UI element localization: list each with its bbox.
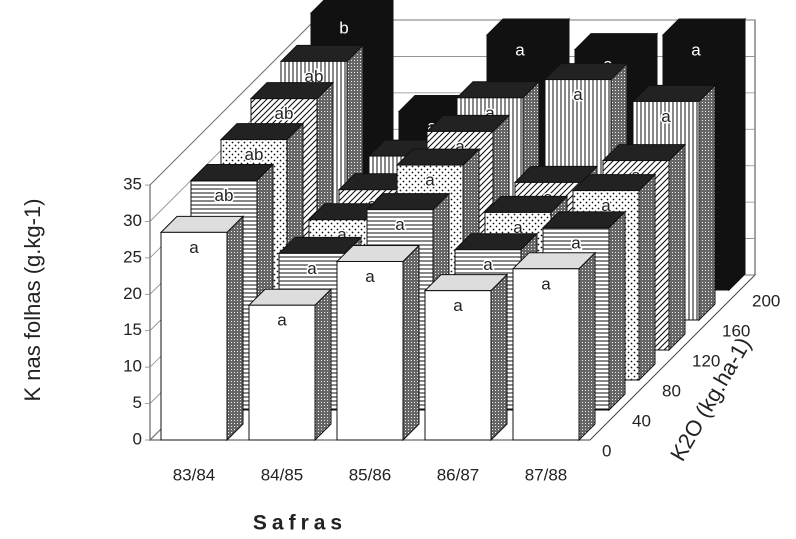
bar-side — [638, 173, 656, 382]
x-axis-title: Safras — [253, 512, 347, 535]
x-tick-label: 85/86 — [349, 465, 392, 484]
bar-side — [608, 210, 626, 412]
bar-letter: a — [601, 196, 611, 215]
x-tick-label: 83/84 — [173, 465, 216, 484]
bar-side — [226, 215, 244, 442]
bar-letter: b — [339, 19, 348, 38]
y-tick-label: 10 — [123, 357, 142, 376]
y-tick-label: 25 — [123, 247, 142, 266]
bar-side — [578, 251, 596, 442]
bar-letter: a — [515, 40, 525, 59]
bar-letter: ab — [305, 67, 324, 86]
bar — [247, 288, 333, 442]
y-tick-label: 30 — [123, 211, 142, 230]
bar-letter: a — [307, 259, 317, 278]
bar-letter: a — [189, 238, 199, 257]
y-tick-label: 0 — [133, 429, 142, 448]
x-tick-label: 86/87 — [437, 465, 480, 484]
bar-side — [314, 288, 332, 442]
bar-letter: a — [691, 40, 701, 59]
bar — [511, 251, 597, 442]
y-axis-title: K nas folhas (g.kg-1) — [20, 199, 45, 402]
bar-front — [248, 304, 316, 441]
bar-letter: a — [425, 171, 435, 190]
y-tick-label: 5 — [133, 393, 142, 412]
bar-letter: ab — [215, 186, 234, 205]
bar-front — [336, 261, 404, 441]
bar-side — [490, 273, 508, 442]
x-tick-label: 87/88 — [525, 465, 568, 484]
z-tick-label: 200 — [752, 291, 780, 310]
bar-side — [728, 17, 746, 292]
y-tick-label: 35 — [123, 174, 142, 193]
x-tick-label: 84/85 — [261, 465, 304, 484]
bar-front — [160, 231, 228, 441]
bar-letter: a — [277, 311, 287, 330]
z-tick-label: 160 — [722, 321, 750, 340]
bar-letter: ab — [275, 104, 294, 123]
bar — [159, 215, 245, 442]
z-tick-label: 0 — [602, 441, 611, 460]
bar — [423, 273, 509, 442]
y-tick-label: 20 — [123, 284, 142, 303]
bar-letter: ab — [245, 145, 264, 164]
bar-letter: a — [661, 107, 671, 126]
bar-side — [668, 143, 686, 352]
bar-letter: a — [365, 267, 375, 286]
bar-front — [424, 290, 492, 441]
bar-side — [402, 244, 420, 442]
bar-letter: a — [483, 255, 493, 274]
bar — [335, 244, 421, 442]
bar-letter: a — [513, 218, 523, 237]
bar-letter: a — [453, 296, 463, 315]
bar-letter: a — [571, 233, 581, 252]
z-tick-label: 80 — [662, 381, 681, 400]
y-tick-label: 15 — [123, 320, 142, 339]
bar-front — [512, 268, 580, 441]
bar-letter: a — [395, 215, 405, 234]
bar-side — [698, 84, 716, 322]
bar-letter: a — [541, 274, 551, 293]
z-tick-label: 120 — [692, 351, 720, 370]
bar-letter: a — [573, 85, 583, 104]
z-tick-label: 40 — [632, 411, 651, 430]
